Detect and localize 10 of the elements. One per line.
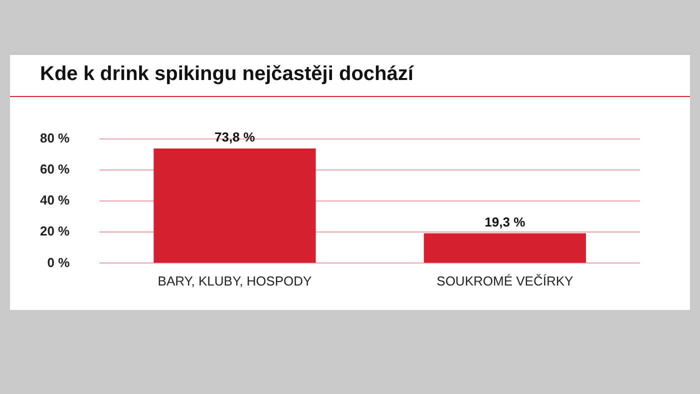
- data-label: 19,3 %: [484, 214, 526, 230]
- y-tick-label: 60 %: [40, 161, 70, 176]
- x-tick-label: SOUKROMÉ VEČÍRKY: [436, 274, 574, 289]
- y-tick-label: 80 %: [40, 130, 70, 146]
- y-tick-label: 40 %: [40, 192, 70, 208]
- x-tick-label: BARY, KLUBY, HOSPODY: [158, 274, 312, 289]
- y-tick-label: 0 %: [47, 254, 70, 270]
- data-label: 73,8 %: [214, 130, 256, 145]
- y-tick-label: 20 %: [40, 224, 70, 239]
- chart-title: Kde k drink spikingu nejčastěji dochází: [10, 55, 690, 97]
